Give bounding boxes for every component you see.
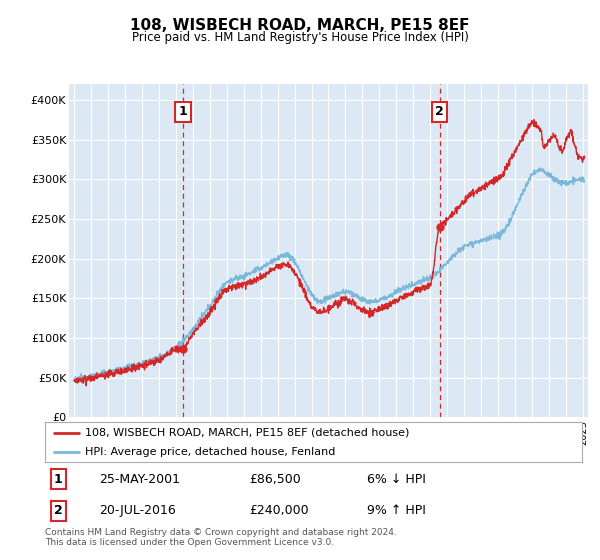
Text: 1: 1: [178, 105, 187, 118]
Text: 2: 2: [435, 105, 444, 118]
Text: 20-JUL-2016: 20-JUL-2016: [98, 504, 175, 517]
Text: 108, WISBECH ROAD, MARCH, PE15 8EF: 108, WISBECH ROAD, MARCH, PE15 8EF: [130, 18, 470, 33]
Text: 25-MAY-2001: 25-MAY-2001: [98, 473, 180, 486]
Text: £240,000: £240,000: [249, 504, 308, 517]
Text: Contains HM Land Registry data © Crown copyright and database right 2024.
This d: Contains HM Land Registry data © Crown c…: [45, 528, 397, 547]
Text: 2: 2: [54, 504, 63, 517]
Text: £86,500: £86,500: [249, 473, 301, 486]
Text: 6% ↓ HPI: 6% ↓ HPI: [367, 473, 426, 486]
Text: 108, WISBECH ROAD, MARCH, PE15 8EF (detached house): 108, WISBECH ROAD, MARCH, PE15 8EF (deta…: [85, 428, 410, 438]
Text: 9% ↑ HPI: 9% ↑ HPI: [367, 504, 426, 517]
Text: HPI: Average price, detached house, Fenland: HPI: Average price, detached house, Fenl…: [85, 447, 335, 457]
Text: Price paid vs. HM Land Registry's House Price Index (HPI): Price paid vs. HM Land Registry's House …: [131, 31, 469, 44]
Text: 1: 1: [54, 473, 63, 486]
